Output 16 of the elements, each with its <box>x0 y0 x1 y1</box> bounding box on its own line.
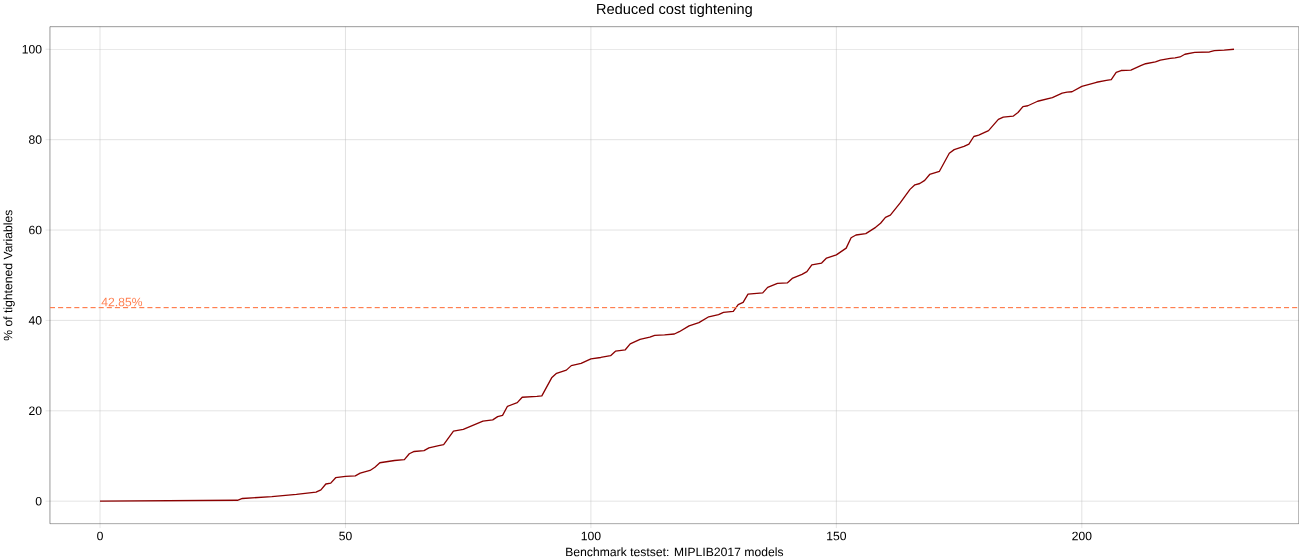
y-tick-label: 80 <box>29 135 42 145</box>
y-tick-label: 40 <box>28 316 42 325</box>
chart-title: Reduced cost tightening <box>597 3 752 18</box>
y-tick-label: 0 <box>35 497 42 506</box>
line-series <box>99 48 1235 503</box>
y-tick-label: 20 <box>29 406 42 416</box>
x-axis-title: Benchmark testset: MIPLIB2017 models <box>566 547 784 557</box>
ref-line-label: 42.85% <box>101 297 143 307</box>
y-tick-label: 60 <box>29 225 42 235</box>
x-tick-label: 50 <box>339 531 352 541</box>
y-tick-label: 100 <box>22 45 42 54</box>
x-tick-label: 0 <box>97 531 103 541</box>
x-tick-label: 200 <box>1072 531 1092 541</box>
y-axis-title: % of tightened Variables <box>3 210 15 341</box>
x-tick-label: 150 <box>827 531 847 541</box>
x-tick-label: 100 <box>581 531 601 541</box>
